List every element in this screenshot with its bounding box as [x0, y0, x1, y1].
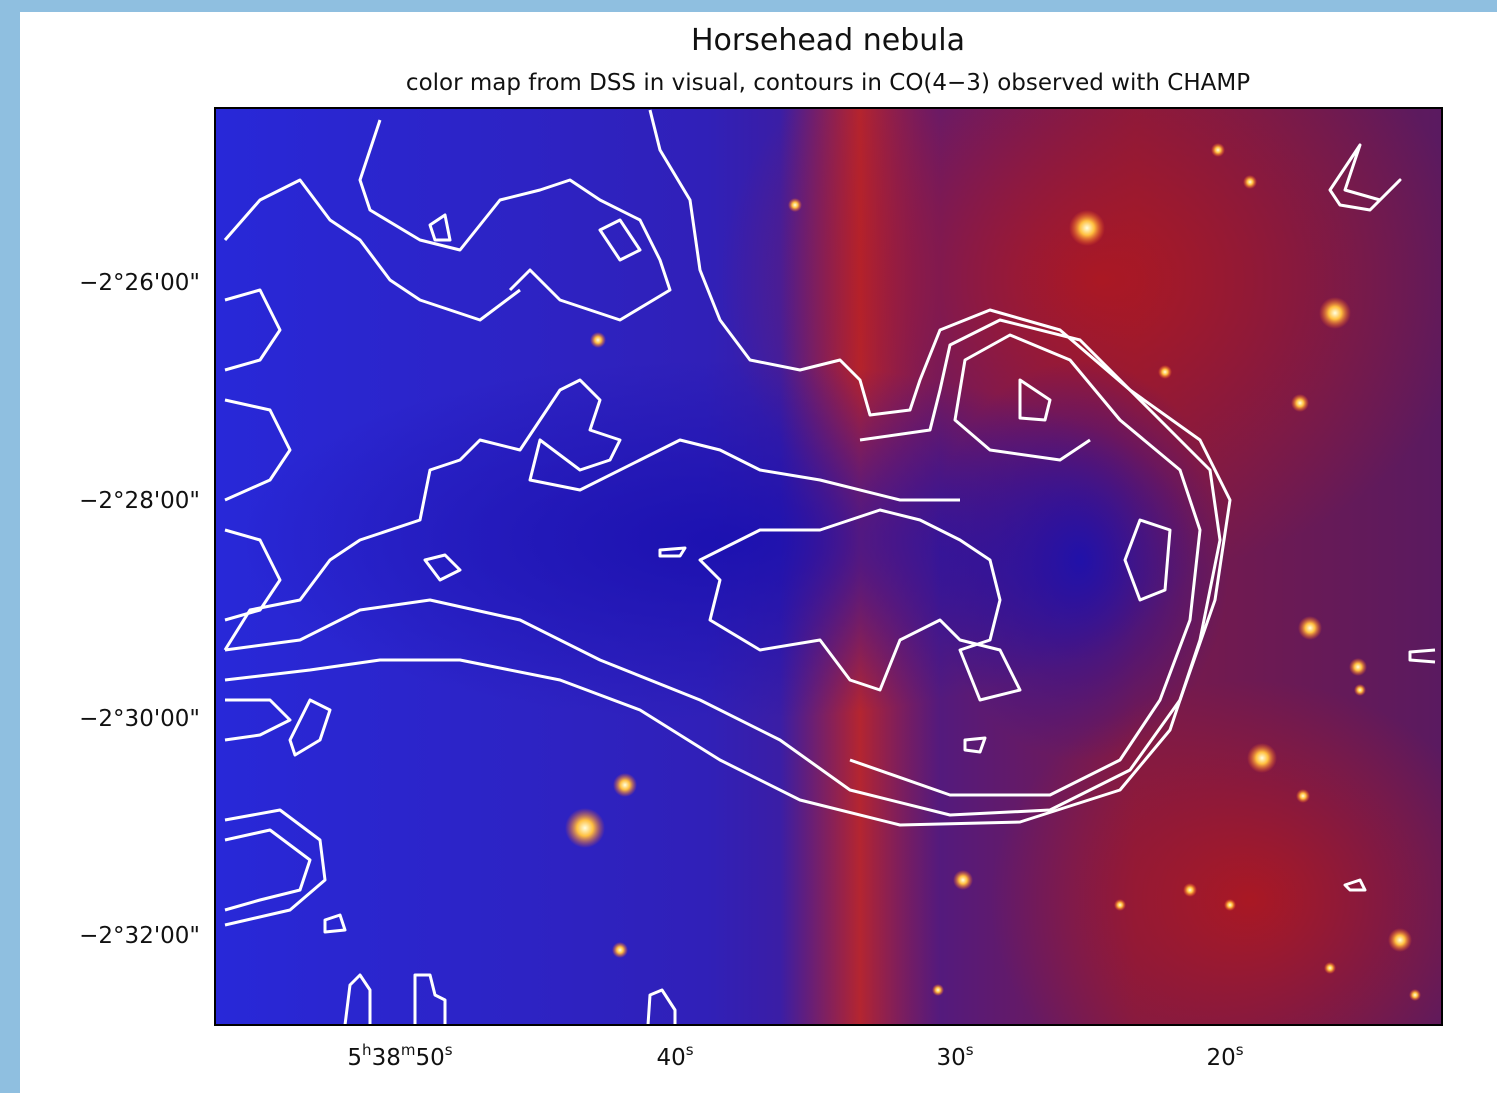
tick-number: 30 — [936, 1045, 965, 1071]
x-tick-label: 20s — [1206, 1041, 1243, 1071]
tick-number: 20 — [1206, 1045, 1235, 1071]
y-tick-label: −2°32'00" — [79, 923, 200, 949]
unit-superscript: m — [401, 1041, 416, 1059]
x-tick-label: 40s — [656, 1041, 693, 1071]
tick-number: 5 — [347, 1045, 362, 1071]
y-tick-label: −2°26'00" — [79, 270, 200, 296]
unit-superscript: s — [966, 1041, 974, 1059]
title: Horsehead nebula — [691, 23, 965, 58]
y-tick-label: −2°28'00" — [79, 488, 200, 514]
subtitle: color map from DSS in visual, contours i… — [406, 70, 1250, 96]
tick-number: 38 — [372, 1045, 401, 1071]
x-tick-label: 30s — [936, 1041, 973, 1071]
unit-superscript: s — [1236, 1041, 1244, 1059]
tick-number: 40 — [656, 1045, 685, 1071]
image — [215, 108, 1442, 1025]
unit-superscript: s — [686, 1041, 694, 1059]
plot-frame — [214, 107, 1443, 1026]
unit-superscript: s — [445, 1041, 453, 1059]
x-tick-label: 5h38m50s — [347, 1041, 452, 1071]
tick-number: 50 — [415, 1045, 444, 1071]
unit-superscript: h — [362, 1041, 372, 1059]
y-tick-label: −2°30'00" — [79, 706, 200, 732]
